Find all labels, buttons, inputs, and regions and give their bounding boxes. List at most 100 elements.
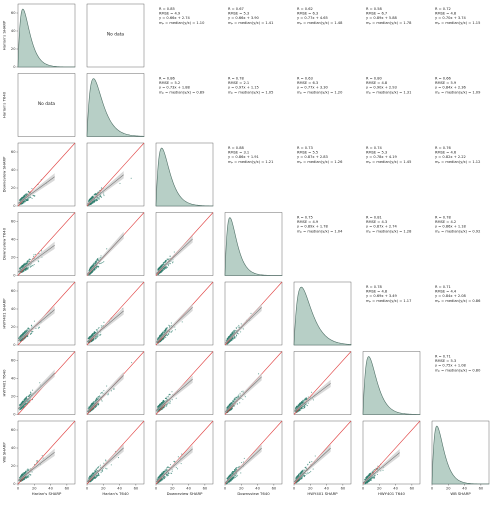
- data-point: [161, 473, 163, 475]
- data-point: [161, 263, 163, 265]
- data-point: [227, 481, 229, 483]
- data-point: [23, 269, 25, 271]
- stats-line: mₚ = median(y/x) = 1.21: [228, 160, 273, 164]
- data-point: [28, 197, 30, 199]
- stats-line: R = 0.86: [159, 77, 176, 81]
- data-point: [91, 196, 93, 198]
- data-point: [101, 400, 103, 402]
- panel-frame: [86, 3, 145, 68]
- data-point: [162, 262, 164, 264]
- data-point: [24, 201, 26, 203]
- data-point: [19, 340, 21, 342]
- data-point: [106, 468, 108, 470]
- data-point: [35, 327, 37, 329]
- data-point: [93, 201, 95, 204]
- fit-line: [17, 372, 55, 410]
- data-point: [307, 402, 309, 404]
- data-point: [235, 476, 237, 478]
- panel-r5-c1: [86, 351, 145, 415]
- x-tick-label: 20: [239, 487, 244, 491]
- data-point: [95, 468, 97, 470]
- data-point: [88, 269, 90, 271]
- data-point: [26, 267, 28, 270]
- data-point: [24, 264, 26, 266]
- data-point: [25, 200, 27, 202]
- data-point: [231, 338, 233, 341]
- y-tick-label: 20: [11, 464, 16, 468]
- data-point: [24, 332, 26, 334]
- data-point: [298, 403, 300, 405]
- data-point: [233, 476, 236, 478]
- y-tick-label: 20: [11, 395, 16, 399]
- data-point: [102, 261, 104, 264]
- data-point: [94, 477, 96, 479]
- no-data-label: No data: [107, 32, 125, 38]
- data-point: [235, 467, 237, 469]
- data-point: [232, 331, 234, 333]
- data-point: [236, 468, 238, 470]
- stats-line: RMSE = 6.3: [297, 12, 318, 16]
- data-point: [158, 476, 160, 478]
- data-point: [98, 266, 100, 268]
- data-point: [19, 403, 21, 405]
- data-point: [302, 400, 304, 402]
- data-point: [23, 332, 25, 334]
- fit-line: [17, 452, 55, 481]
- data-point: [168, 394, 170, 396]
- data-point: [170, 330, 172, 333]
- data-point: [98, 327, 100, 329]
- data-point: [98, 466, 100, 468]
- data-point: [40, 250, 43, 252]
- stats-line: y = 0.78x + 4.19: [366, 155, 398, 159]
- data-point: [242, 461, 244, 463]
- y-tick-label: 0: [13, 65, 16, 69]
- data-point: [236, 403, 238, 405]
- data-point: [20, 475, 22, 477]
- data-point: [24, 404, 26, 407]
- data-point: [88, 337, 90, 339]
- data-point: [96, 467, 98, 469]
- no-data-label: No data: [38, 101, 56, 107]
- stats-line: R = 0.58: [366, 7, 383, 11]
- data-point: [33, 320, 35, 322]
- data-point: [232, 338, 234, 340]
- data-point: [92, 338, 94, 341]
- data-point: [302, 407, 304, 409]
- data-point: [97, 329, 99, 331]
- data-point: [87, 407, 89, 409]
- data-point: [169, 464, 172, 466]
- data-point: [93, 194, 95, 196]
- data-point: [27, 198, 29, 200]
- data-point: [88, 336, 90, 338]
- data-point: [161, 271, 163, 273]
- data-point: [41, 455, 43, 457]
- data-point: [232, 471, 234, 473]
- data-point: [33, 254, 35, 256]
- data-point: [233, 331, 235, 333]
- data-point: [26, 261, 28, 263]
- data-point: [39, 382, 41, 384]
- stats-line: R = 0.81: [366, 216, 382, 220]
- stats-line: y = 0.77x + 3.30: [297, 86, 329, 90]
- data-point: [20, 334, 22, 336]
- data-point: [21, 334, 23, 336]
- data-point: [166, 475, 168, 477]
- data-point: [242, 328, 244, 330]
- density-curve: [293, 286, 352, 346]
- fit-line: [86, 447, 124, 483]
- data-point: [175, 466, 177, 468]
- data-point: [241, 391, 243, 393]
- panel-frame: [17, 281, 76, 346]
- panel-frame: [17, 142, 76, 207]
- fit-line: [293, 383, 331, 412]
- data-point: [22, 196, 24, 198]
- data-point: [94, 193, 96, 195]
- stats-line: y = 0.66x + 2.74: [159, 16, 191, 20]
